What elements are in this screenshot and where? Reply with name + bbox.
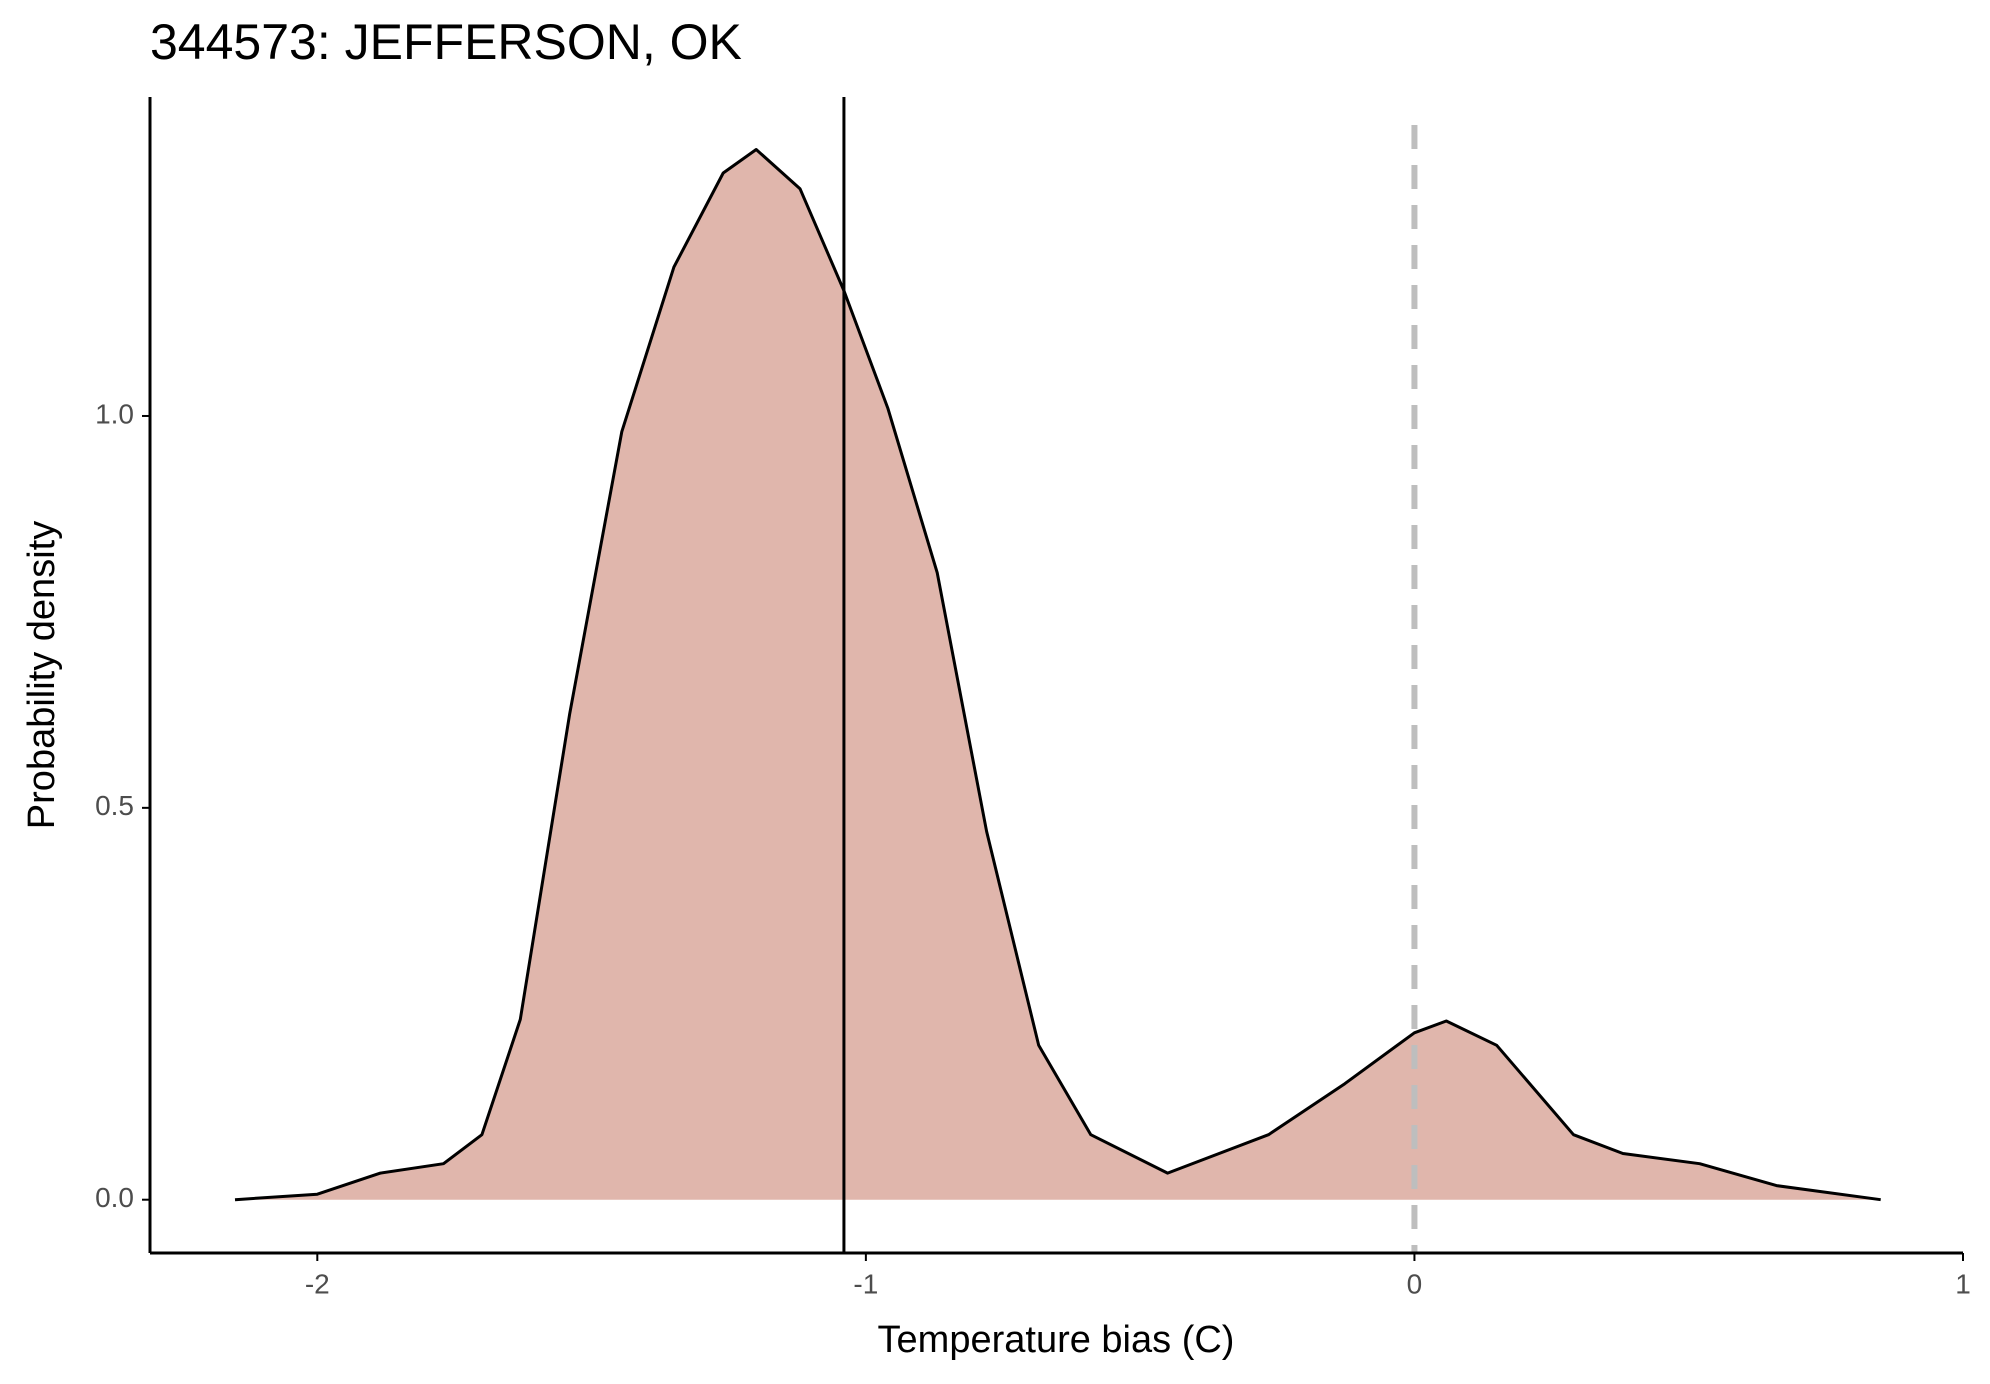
y-axis-title: Probability density <box>21 521 63 829</box>
x-tick-label: 1 <box>1955 1268 1971 1299</box>
x-tick-label: -1 <box>853 1268 878 1299</box>
y-tick-label: 0.5 <box>95 790 134 821</box>
y-tick-label: 1.0 <box>95 398 134 429</box>
density-area <box>235 149 1881 1200</box>
y-tick-label: 0.0 <box>95 1182 134 1213</box>
x-tick-label: 0 <box>1407 1268 1423 1299</box>
x-axis-title: Temperature bias (C) <box>878 1319 1235 1361</box>
chart-title: 344573: JEFFERSON, OK <box>150 14 742 70</box>
density-line <box>234 148 1881 1202</box>
x-tick-label: -2 <box>305 1268 330 1299</box>
